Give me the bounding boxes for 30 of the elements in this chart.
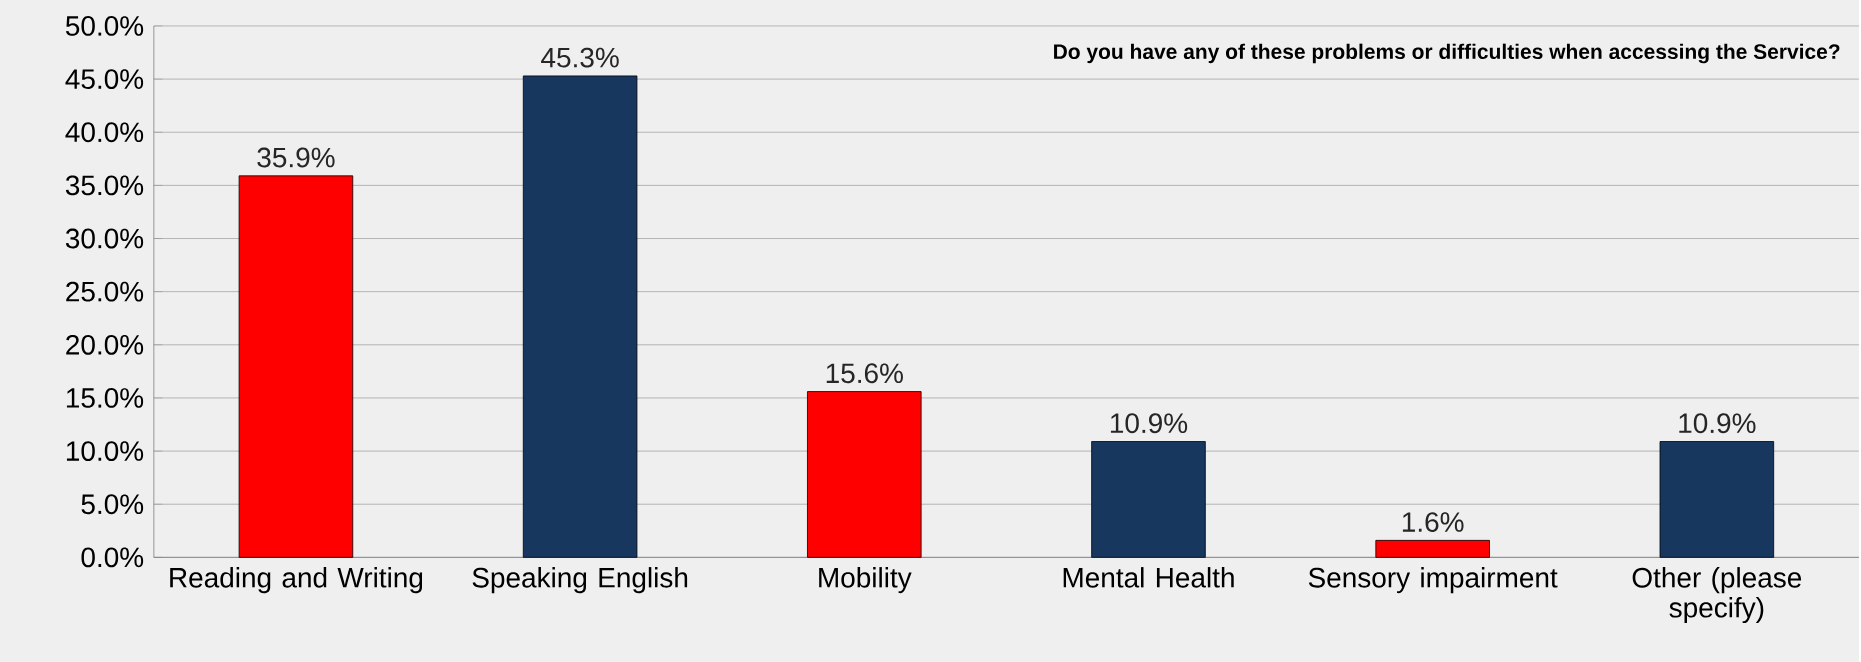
y-tick-label: 30.0% xyxy=(65,228,144,249)
y-tick-label: 35.0% xyxy=(65,175,144,196)
bar xyxy=(807,391,922,558)
bar xyxy=(238,175,354,558)
y-tick-label: 5.0% xyxy=(81,494,144,515)
data-label: 10.9% xyxy=(1679,413,1756,434)
bar xyxy=(1659,441,1775,558)
data-label: 10.9% xyxy=(1110,413,1188,434)
y-tick-label: 45.0% xyxy=(65,69,144,89)
bar xyxy=(522,75,638,558)
data-label: 45.3% xyxy=(541,47,619,68)
data-label: 35.9% xyxy=(257,147,335,168)
bar xyxy=(1091,441,1206,558)
y-tick-label: 10.0% xyxy=(66,441,144,461)
x-tick-label: Speaking English xyxy=(472,566,688,594)
x-tick-label: Mobility xyxy=(819,566,912,594)
y-tick-label: 25.0% xyxy=(66,281,144,302)
y-tick-label: 0.0% xyxy=(81,547,144,568)
x-tick-label: Other (please specify) xyxy=(1632,566,1802,623)
x-tick-label: Reading and Writing xyxy=(170,566,423,594)
text: Do you have any of these problems or difficulties when accessing the Service? xyxy=(1054,43,1840,64)
x-tick-label: Mental Health xyxy=(1063,566,1234,588)
bar xyxy=(1375,539,1490,558)
x-tick-label: Sensory impairment xyxy=(1308,566,1558,594)
data-label: 1.6% xyxy=(1402,512,1464,532)
data-label: 15.6% xyxy=(826,363,903,384)
y-tick-label: 15.0% xyxy=(66,387,144,408)
y-tick-label: 20.0% xyxy=(66,334,144,355)
y-tick-label: 50.0% xyxy=(65,15,144,36)
y-tick-label: 40.0% xyxy=(65,122,144,143)
